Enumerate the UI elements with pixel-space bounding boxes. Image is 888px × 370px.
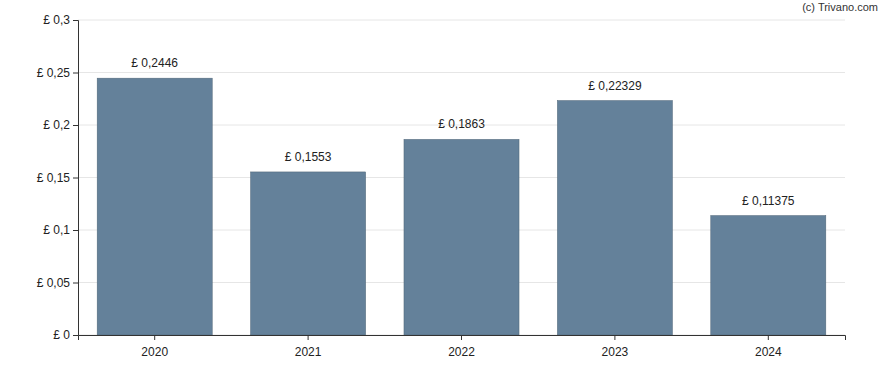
y-axis-line [73,21,79,336]
y-tick: £ 0,3 [43,13,78,27]
y-tick-label: £ 0 [53,328,70,342]
data-label: £ 0,1553 [285,150,332,164]
y-tick-label: £ 0,2 [43,118,70,132]
x-tick-label: 2021 [295,345,322,359]
data-label: £ 0,1863 [438,117,485,131]
grid-line [78,20,845,21]
y-tick: £ 0 [53,328,78,342]
y-tick-label: £ 0,25 [37,66,71,80]
x-tick: 2022 [448,335,475,359]
grid [78,20,845,335]
x-tick-label: 2024 [755,345,782,359]
y-tick: £ 0,25 [37,66,78,80]
x-tick: 2023 [602,335,629,359]
x-tick-mark [154,335,155,340]
chart-svg: £ 0 £ 0,05 £ 0,1 £ 0,15 £ 0,2 £ 0,25 £ 0,3 2020… [0,0,888,370]
grid-line [78,72,845,73]
bar [97,78,212,335]
data-labels: £ 0,2446 £ 0,1553 £ 0,1863 £ 0,22329 £ 0,113… [131,56,795,207]
chart-container: £ 0 £ 0,05 £ 0,1 £ 0,15 £ 0,2 £ 0,25 £ 0,3 2020… [0,0,888,370]
y-tick-label: £ 0,05 [37,276,71,290]
y-tick: £ 0,2 [43,118,78,132]
y-tick-label: £ 0,1 [43,223,70,237]
bar [711,216,826,335]
y-tick-mark [73,335,78,336]
x-tick-mark [461,335,462,340]
x-tick-label: 2020 [141,345,168,359]
bars [97,78,826,335]
y-tick-mark [73,283,78,284]
y-tick-label: £ 0,3 [43,13,70,27]
y-tick-mark [73,20,78,21]
bar [251,172,366,335]
plot: £ 0 £ 0,05 £ 0,1 £ 0,15 £ 0,2 £ 0,25 £ 0,3 2020… [37,13,846,359]
x-tick: 2021 [295,335,322,359]
y-tick-mark [73,73,78,74]
annotation: (c) Trivano.com [802,1,878,13]
y-tick-mark [73,178,78,179]
x-tick-label: 2022 [448,345,475,359]
y-tick-mark [73,125,78,126]
x-tick-mark [614,335,615,340]
y-tick-mark [73,230,78,231]
data-label: £ 0,2446 [131,56,178,70]
y-tick-label: £ 0,15 [37,171,71,185]
bar [404,139,519,335]
x-axis-line [79,336,846,341]
y-tick: £ 0,15 [37,171,78,185]
data-label: £ 0,22329 [588,79,642,93]
bar [557,101,672,335]
y-axis: £ 0 £ 0,05 £ 0,1 £ 0,15 £ 0,2 £ 0,25 £ 0,3 [37,13,79,342]
x-tick-label: 2023 [602,345,629,359]
data-label: £ 0,11375 [742,194,795,208]
x-tick: 2024 [755,335,782,359]
y-tick: £ 0,05 [37,276,78,290]
y-tick: £ 0,1 [43,223,78,237]
x-axis: 2020 2021 2022 2023 2024 [79,335,846,359]
x-tick-mark [768,335,769,340]
x-tick-mark [308,335,309,340]
x-tick: 2020 [141,335,168,359]
